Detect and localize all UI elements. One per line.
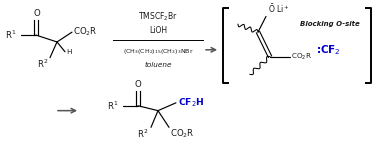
- Text: R$^2$: R$^2$: [136, 127, 148, 140]
- Text: CO$_2$R: CO$_2$R: [291, 52, 312, 62]
- Text: R$^2$: R$^2$: [37, 58, 48, 70]
- Text: Blocking O-site: Blocking O-site: [300, 21, 360, 27]
- Text: CF$_2$H: CF$_2$H: [178, 97, 204, 109]
- Text: toluene: toluene: [144, 61, 172, 68]
- Text: O: O: [34, 9, 40, 18]
- Text: LiOH: LiOH: [149, 26, 167, 35]
- Text: CO$_2$R: CO$_2$R: [170, 127, 195, 140]
- Text: R$^1$: R$^1$: [107, 100, 118, 112]
- Text: $\bar{\rm O}$ Li$^+$: $\bar{\rm O}$ Li$^+$: [268, 3, 290, 16]
- Text: (CH$_3$(CH$_2$)$_{15}$(CH$_3$)$_3$NBr: (CH$_3$(CH$_2$)$_{15}$(CH$_3$)$_3$NBr: [122, 47, 194, 56]
- Text: O: O: [135, 80, 141, 89]
- Text: H: H: [66, 49, 71, 55]
- Text: :CF$_2$: :CF$_2$: [316, 43, 341, 57]
- Text: CO$_2$R: CO$_2$R: [73, 26, 98, 38]
- Text: TMSCF$_2$Br: TMSCF$_2$Br: [138, 10, 178, 23]
- Text: R$^1$: R$^1$: [5, 29, 16, 41]
